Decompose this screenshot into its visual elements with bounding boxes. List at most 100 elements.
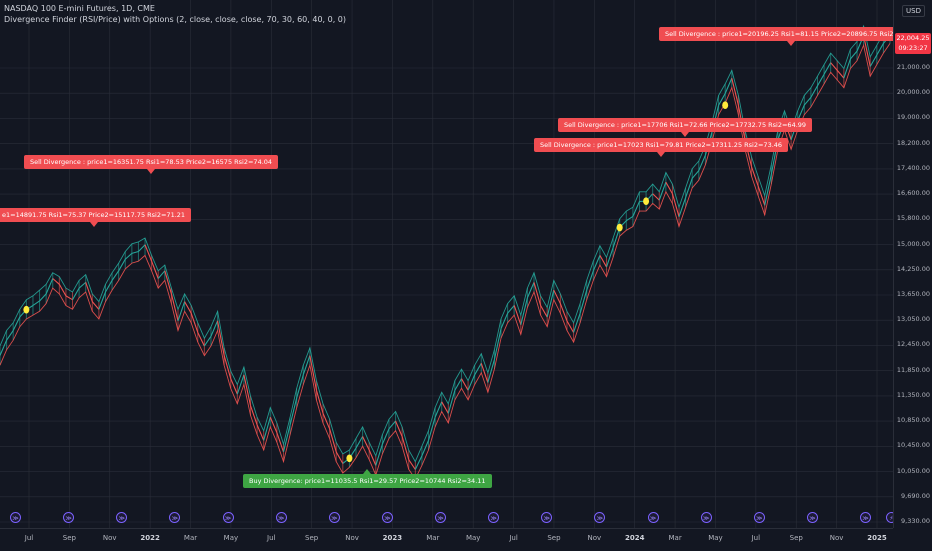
- close-line-segment: [804, 97, 811, 105]
- buy-divergence-label: Buy Divergence: price1=11035.5 Rsi1=29.5…: [243, 474, 492, 488]
- dividend-event-icon[interactable]: ≫: [701, 512, 712, 523]
- dividend-event-icon[interactable]: ≫: [329, 512, 340, 523]
- price-axis-label: 11,850.00: [897, 366, 930, 374]
- close-line-segment: [870, 55, 877, 67]
- price-chart[interactable]: [0, 0, 893, 528]
- price-axis-label: 19,000.00: [897, 113, 930, 121]
- close-line-segment: [336, 452, 343, 464]
- close-line-segment: [396, 421, 403, 436]
- time-axis-label: 2024: [625, 534, 644, 542]
- price-axis-label: 21,000.00: [897, 63, 930, 71]
- close-line-segment: [475, 363, 482, 375]
- dividend-event-icon[interactable]: ≫: [754, 512, 765, 523]
- close-line-segment: [514, 305, 521, 324]
- close-line-segment: [587, 271, 594, 290]
- time-axis-label: Nov: [345, 534, 359, 542]
- time-axis-label: Sep: [305, 534, 318, 542]
- close-line-segment: [850, 51, 857, 59]
- close-line-segment: [508, 305, 515, 313]
- high-envelope-line: [0, 26, 890, 462]
- dividend-event-icon[interactable]: ≫: [382, 512, 393, 523]
- time-axis-label: Mar: [668, 534, 681, 542]
- price-axis-label: 10,850.00: [897, 416, 930, 424]
- chart-grid: [0, 0, 893, 528]
- close-line-segment: [310, 356, 317, 391]
- price-axis-label: 17,400.00: [897, 164, 930, 172]
- time-axis-label: 2023: [383, 534, 402, 542]
- close-line-segment: [574, 313, 581, 332]
- price-axis[interactable]: 21,000.00 20,000.00 19,000.00 18,200.00 17,4…: [893, 0, 932, 528]
- close-line-segment: [376, 444, 383, 465]
- divergence-dot[interactable]: [722, 101, 728, 109]
- price-axis-label: 14,250.00: [897, 265, 930, 273]
- close-line-segment: [666, 182, 673, 194]
- close-line-segment: [99, 292, 106, 309]
- sell-divergence-label: Sell Divergence : price1=17023 Rsi1=79.8…: [534, 138, 788, 152]
- close-line-segment: [686, 178, 693, 197]
- close-line-segment: [752, 167, 759, 186]
- time-axis-label: Sep: [790, 534, 803, 542]
- close-line-segment: [817, 74, 824, 86]
- dividend-event-icon[interactable]: ≫: [860, 512, 871, 523]
- close-line-segment: [699, 155, 706, 170]
- close-line-segment: [218, 321, 225, 356]
- dividend-event-icon[interactable]: ≫: [10, 512, 21, 523]
- price-axis-label: 11,350.00: [897, 391, 930, 399]
- time-axis-label: Sep: [547, 534, 560, 542]
- close-line-segment: [369, 450, 376, 465]
- divergence-dot[interactable]: [23, 306, 29, 314]
- close-line-segment: [79, 282, 86, 288]
- price-axis-label: 9,330.00: [901, 517, 930, 525]
- price-axis-label: 10,450.00: [897, 441, 930, 449]
- price-axis-label: 13,650.00: [897, 290, 930, 298]
- sell-divergence-label: e1=14891.75 Rsi1=75.37 Price2=15117.75 R…: [0, 208, 191, 222]
- close-line-segment: [679, 198, 686, 217]
- close-line-segment: [138, 245, 145, 252]
- close-line-segment: [758, 186, 765, 205]
- close-line-segment: [132, 252, 139, 254]
- time-axis-label: Jul: [509, 534, 517, 542]
- close-line-segment: [33, 301, 40, 306]
- close-line-segment: [626, 216, 633, 220]
- close-line-segment: [46, 279, 53, 294]
- dividend-event-icon[interactable]: ≫: [223, 512, 234, 523]
- sell-divergence-label: Sell Divergence : price1=20196.25 Rsi1=8…: [659, 27, 923, 41]
- close-line-segment: [811, 86, 818, 98]
- dividend-event-icon[interactable]: ≫: [648, 512, 659, 523]
- bar-countdown: 09:23:27: [895, 43, 931, 53]
- currency-button[interactable]: USD: [902, 5, 925, 17]
- time-axis-label: 2022: [140, 534, 159, 542]
- close-line-segment: [567, 321, 574, 333]
- price-axis-label: 13,050.00: [897, 315, 930, 323]
- divergence-dot[interactable]: [643, 197, 649, 205]
- close-line-segment: [303, 356, 310, 375]
- divergence-dot[interactable]: [346, 454, 352, 462]
- close-line-segment: [659, 182, 666, 200]
- price-axis-label: 18,200.00: [897, 139, 930, 147]
- close-line-segment: [53, 279, 60, 285]
- time-axis-label: 2025: [867, 534, 886, 542]
- dividend-event-icon[interactable]: ≫: [807, 512, 818, 523]
- chart-area[interactable]: NASDAQ 100 E-mini Futures, 1D, CME Diver…: [0, 0, 893, 528]
- close-line-segment: [125, 253, 132, 259]
- price-axis-label: 15,000.00: [897, 240, 930, 248]
- dividend-event-icon[interactable]: ≫: [435, 512, 446, 523]
- time-axis-label: Sep: [63, 534, 76, 542]
- divergence-dot[interactable]: [617, 224, 623, 232]
- close-line-segment: [837, 70, 844, 78]
- time-axis-label: Mar: [426, 534, 439, 542]
- close-line-segment: [692, 171, 699, 179]
- symbol-title[interactable]: NASDAQ 100 E-mini Futures, 1D, CME: [4, 3, 346, 14]
- time-axis-label: Mar: [184, 534, 197, 542]
- close-line-segment: [560, 304, 567, 321]
- close-line-segment: [112, 271, 119, 281]
- price-axis-label: 20,000.00: [897, 88, 930, 96]
- indicator-title[interactable]: Divergence Finder (RSI/Price) with Optio…: [4, 14, 346, 25]
- close-line-segment: [653, 194, 660, 200]
- close-line-segment: [92, 302, 99, 310]
- close-line-segment: [178, 302, 185, 321]
- price-axis-label: 16,600.00: [897, 189, 930, 197]
- last-price: 22,004.25: [895, 33, 931, 43]
- dividend-event-icon[interactable]: ≫: [276, 512, 287, 523]
